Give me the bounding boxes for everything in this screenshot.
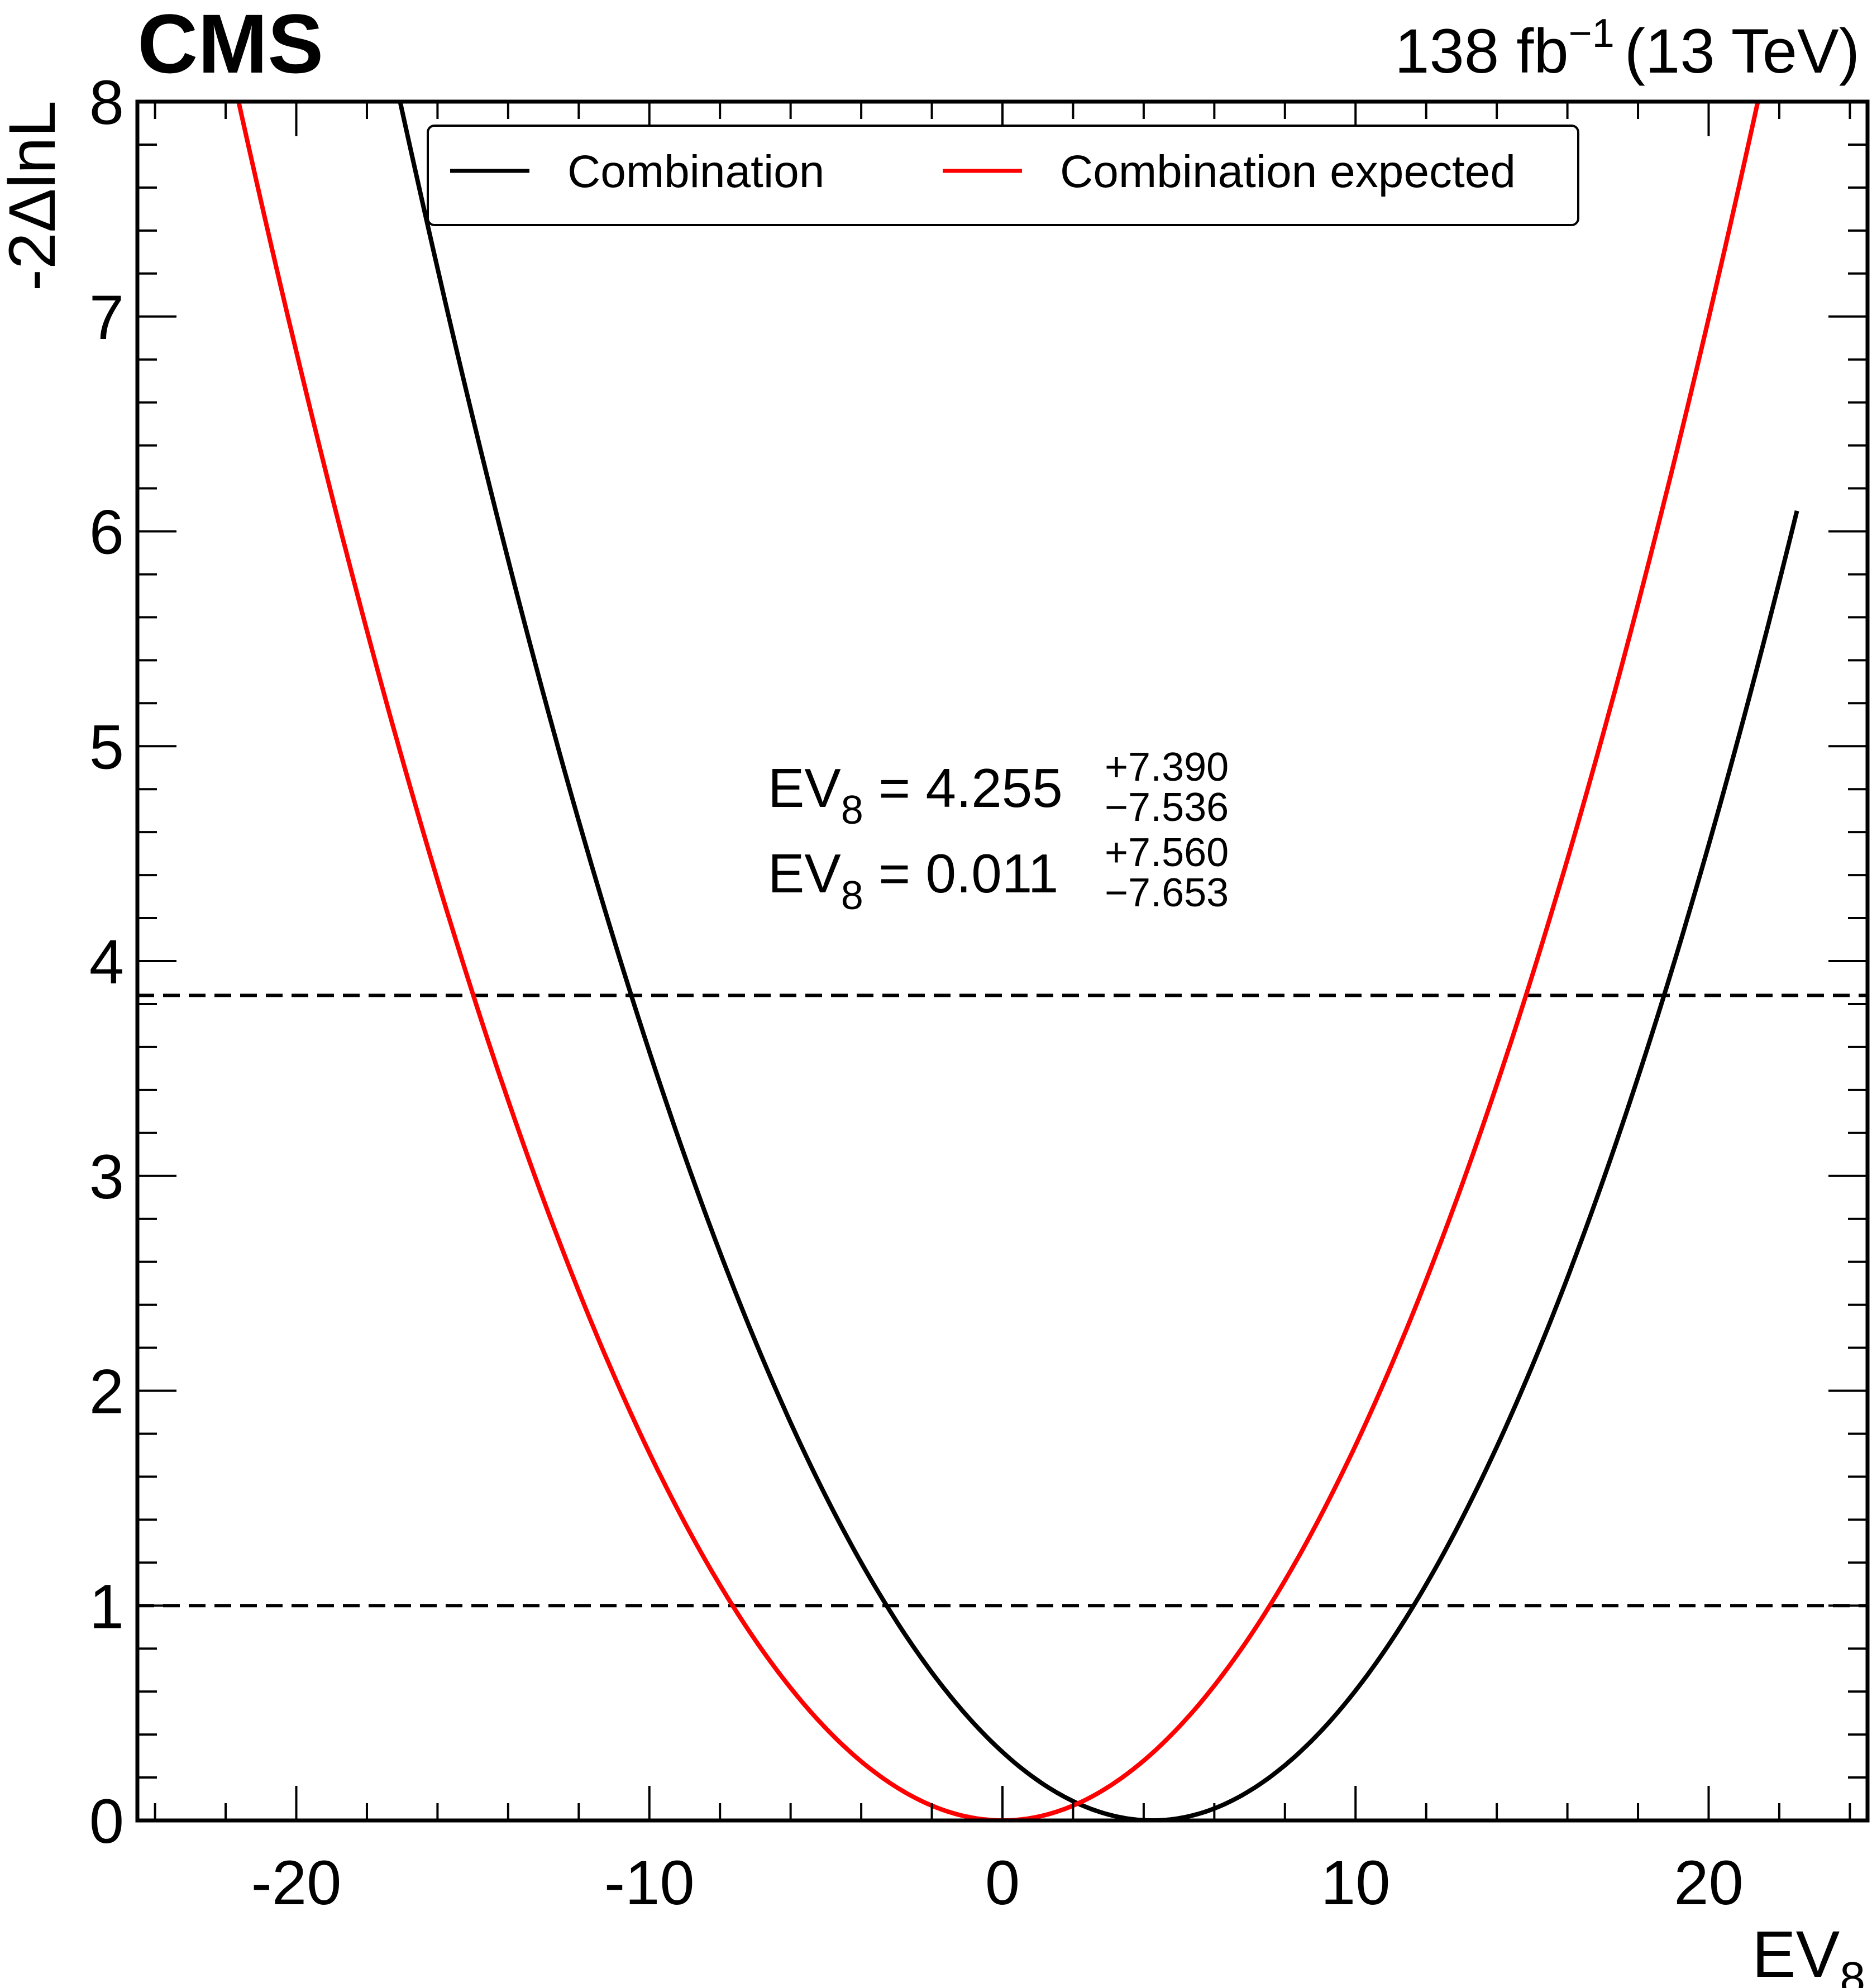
result-observed: EV8 = 4.255 [768, 757, 1063, 833]
legend-box [427, 125, 1579, 226]
legend: Combination Combination expected [427, 125, 1579, 226]
experiment-label: CMS [137, 0, 323, 90]
curves [236, 102, 1799, 1820]
x-tick-label: -20 [251, 1848, 342, 1918]
x-tick-label: -10 [604, 1848, 695, 1918]
y-tick-label: 6 [89, 498, 124, 567]
y-tick-label: 3 [89, 1142, 124, 1212]
result-expected-down: −7.653 [1105, 871, 1229, 915]
y-axis: 0 1 2 3 4 5 6 7 8 [89, 68, 1868, 1856]
x-tick-label: 0 [985, 1848, 1020, 1918]
plot-frame [135, 99, 1870, 1823]
legend-label-combination: Combination [567, 146, 824, 197]
y-tick-label: 8 [89, 68, 124, 137]
x-tick-label: 10 [1321, 1848, 1391, 1918]
result-observed-up: +7.390 [1105, 745, 1229, 790]
y-tick-label: 0 [89, 1786, 124, 1856]
result-expected: EV8 = 0.011 [768, 843, 1058, 918]
legend-label-expected: Combination expected [1060, 146, 1516, 197]
curve-combination [398, 102, 1799, 1820]
y-tick-label: 5 [89, 712, 124, 782]
y-axis-title: -2ΔlnL [0, 101, 69, 291]
result-observed-down: −7.536 [1105, 785, 1229, 830]
y-tick-label: 4 [89, 927, 124, 997]
x-axis: -20 -10 0 10 20 [154, 102, 1851, 1918]
y-tick-label: 1 [89, 1571, 124, 1641]
luminosity-label: 138 fb−1 (13 TeV) [1395, 11, 1860, 86]
y-tick-label: 7 [89, 283, 124, 352]
curve-combination-expected [236, 102, 1760, 1820]
result-expected-up: +7.560 [1105, 830, 1229, 875]
x-axis-title: EV8 [1752, 1918, 1865, 1988]
y-tick-label: 2 [89, 1357, 124, 1427]
x-tick-label: 20 [1674, 1848, 1744, 1918]
reference-lines [137, 993, 1868, 1608]
